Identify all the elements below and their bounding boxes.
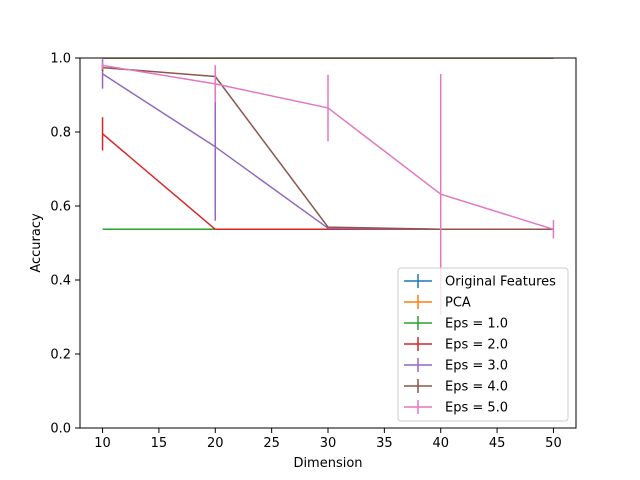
legend-frame [397, 267, 569, 422]
legend-label: Eps = 1.0 [445, 317, 508, 332]
x-tick-label: 15 [151, 436, 168, 451]
legend-label: Eps = 3.0 [445, 359, 508, 374]
legend-label: Eps = 4.0 [445, 380, 508, 395]
legend-item: Original Features [404, 274, 556, 290]
x-axis-ticks: 10 15 20 25 30 35 40 45 50 [94, 428, 562, 451]
x-axis-title: Dimension [293, 456, 362, 471]
x-tick-label: 30 [320, 436, 337, 451]
y-tick-label: 0.4 [50, 274, 71, 289]
legend-item: Eps = 3.0 [404, 358, 508, 374]
y-tick-label: 0.2 [50, 348, 71, 363]
legend-item: Eps = 4.0 [404, 379, 508, 395]
legend: Original Features PCA Eps = 1.0 Eps = 2.0 Ep… [397, 267, 569, 422]
x-tick-label: 50 [545, 436, 562, 451]
x-tick-label: 20 [207, 436, 224, 451]
legend-item: Eps = 2.0 [404, 337, 508, 353]
y-tick-label: 1.0 [50, 52, 71, 67]
legend-item: Eps = 5.0 [404, 400, 508, 416]
legend-item: PCA [404, 295, 471, 311]
series-line [102, 66, 554, 231]
legend-label: Original Features [445, 275, 556, 290]
y-tick-label: 0.8 [50, 126, 71, 141]
series-layer [101, 58, 555, 315]
legend-label: Eps = 5.0 [445, 401, 508, 416]
x-tick-label: 35 [376, 436, 393, 451]
legend-label: PCA [445, 296, 471, 311]
legend-label: Eps = 2.0 [445, 338, 508, 353]
x-tick-label: 10 [94, 436, 111, 451]
y-axis-ticks: 0.0 0.2 0.4 0.6 0.8 1.0 [50, 52, 80, 437]
legend-item: Eps = 1.0 [404, 316, 508, 332]
x-tick-label: 25 [263, 436, 280, 451]
y-tick-label: 0.0 [50, 422, 71, 437]
y-tick-label: 0.6 [50, 200, 71, 215]
y-axis-title: Accuracy [29, 213, 44, 273]
x-tick-label: 45 [489, 436, 506, 451]
x-tick-label: 40 [432, 436, 449, 451]
